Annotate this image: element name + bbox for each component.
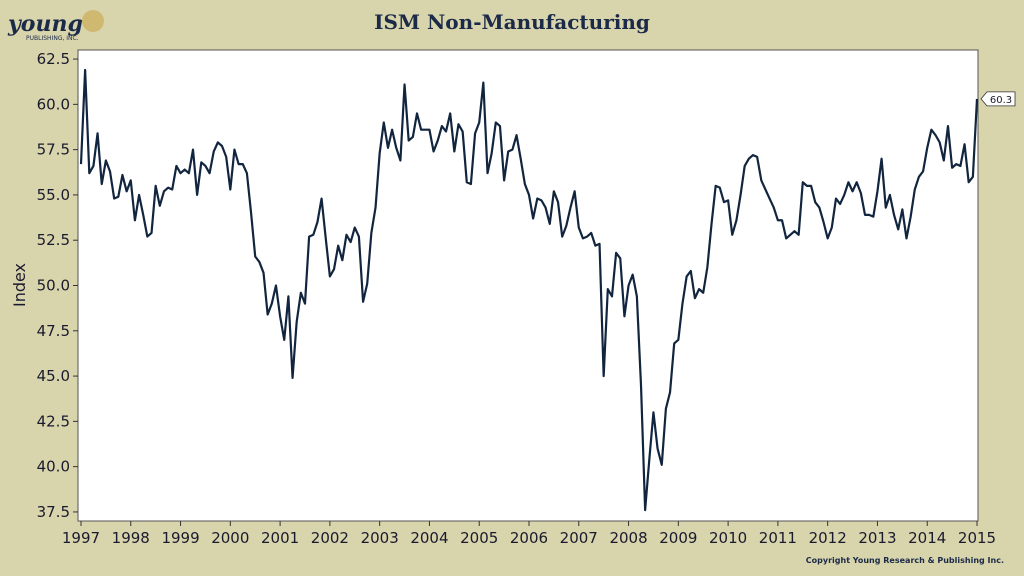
x-tick-label: 1999 [161,529,199,547]
x-tick-label: 2008 [609,529,647,547]
x-tick-label: 2009 [659,529,697,547]
x-tick-label: 2010 [709,529,747,547]
x-tick-label: 2006 [510,529,548,547]
x-tick-label: 2000 [211,529,249,547]
x-tick-label: 2011 [759,529,797,547]
y-tick-label: 42.5 [37,412,70,430]
x-tick-label: 2014 [908,529,946,547]
line [79,68,979,512]
y-tick-label: 50.0 [37,277,70,295]
plot-area [77,49,979,522]
y-tick-label: 37.5 [37,503,70,521]
x-tick-label: 2005 [460,529,498,547]
x-tick-label: 2013 [858,529,896,547]
end-label-box [980,91,1016,107]
x-tick-label: 1998 [112,529,150,547]
y-tick-label: 47.5 [37,322,70,340]
logo: young [7,11,83,37]
x-tick-label: 2003 [361,529,399,547]
y-axis-label: Index [10,263,29,307]
end-label: 60.3 [990,95,1012,106]
y-tick-label: 57.5 [37,141,70,159]
chart-title: ISM Non-Manufacturing [374,10,650,34]
x-tick-label: 1997 [62,529,100,547]
x-tick-label: 2012 [809,529,847,547]
x-tick-label: 2015 [958,529,996,547]
y-tick-label: 40.0 [37,458,70,476]
y-tick-label: 52.5 [37,231,70,249]
y-tick-label: 62.5 [37,50,70,68]
x-tick-label: 2004 [410,529,448,547]
y-tick-label: 60.0 [37,95,70,113]
x-tick-label: 2002 [311,529,349,547]
logo-sub: PUBLISHING, INC. [26,35,79,42]
copyright: Copyright Young Research & Publishing In… [806,556,1004,565]
y-tick-label: 55.0 [37,186,70,204]
y-tick-label: 45.0 [37,367,70,385]
x-tick-label: 2007 [560,529,598,547]
x-tick-label: 2001 [261,529,299,547]
logo-globe [82,10,104,32]
